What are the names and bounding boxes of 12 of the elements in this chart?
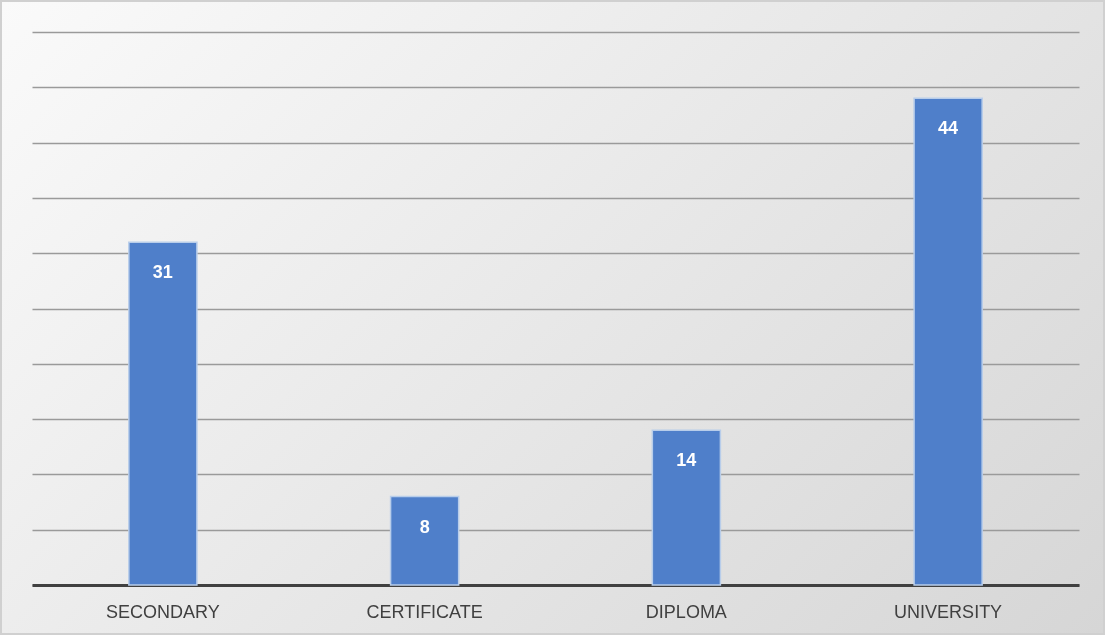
- data-label: 14: [676, 450, 697, 471]
- x-tick-label: CERTIFICATE: [366, 601, 483, 622]
- data-label: 31: [152, 262, 173, 283]
- data-label: 44: [938, 118, 959, 139]
- bar: [128, 241, 198, 586]
- x-tick-label: DIPLOMA: [645, 601, 727, 622]
- bar: [651, 429, 722, 586]
- x-tick-label: UNIVERSITY: [894, 601, 1003, 622]
- data-label: 8: [419, 516, 430, 537]
- x-tick-label: SECONDARY: [106, 601, 220, 622]
- bar: [913, 97, 983, 586]
- bar: [389, 495, 460, 586]
